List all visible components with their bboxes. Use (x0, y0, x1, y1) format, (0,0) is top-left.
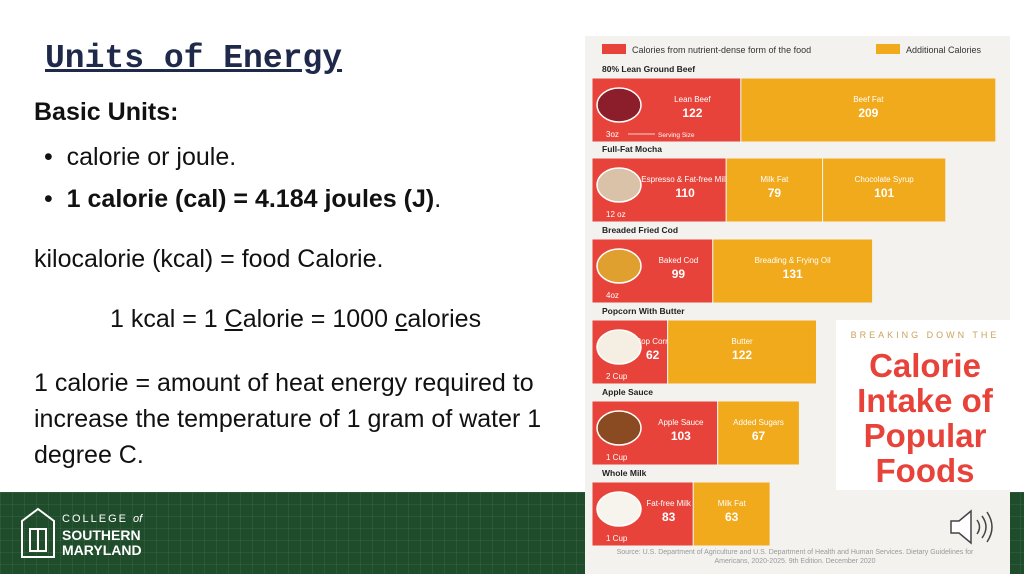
serving-size: 2 Cup (606, 372, 628, 381)
segment-value: 63 (725, 510, 739, 524)
legend-swatch (602, 44, 626, 54)
food-name: Whole Milk (602, 468, 647, 478)
headline: Calorie Intake of Popular Foods (857, 347, 993, 489)
bullet: • calorie or joule. (44, 143, 237, 171)
food-name: Full-Fat Mocha (602, 144, 662, 154)
food-name: 80% Lean Ground Beef (602, 64, 695, 74)
segment-value: 79 (768, 186, 782, 200)
logo-icon (21, 507, 55, 558)
serving-size: 12 oz (606, 210, 626, 219)
legend-label: Additional Calories (906, 45, 982, 55)
legend-swatch (876, 44, 900, 54)
definition: 1 calorie = amount of heat energy requir… (34, 369, 542, 469)
eq-part: C (224, 305, 243, 333)
eq-part: alories (407, 305, 482, 333)
segment-value: 209 (858, 106, 878, 120)
bar-segment (712, 238, 874, 304)
serving-note: Serving Size (658, 132, 695, 139)
headline-card: BREAKING DOWN THE Calorie Intake of Popu… (836, 320, 1014, 490)
speaker-icon (950, 509, 993, 545)
segment-value: 83 (662, 510, 676, 524)
eq-part: c (394, 305, 408, 333)
slide-title: Units of Energy (45, 40, 343, 77)
segment-value: 110 (675, 186, 695, 200)
segment-label: Breading & Frying Oil (755, 256, 831, 265)
bullet-text: calorie or joule. (66, 143, 237, 171)
logo-text: COLLEGE (62, 513, 128, 525)
segment-value: 122 (682, 106, 702, 120)
bar-segment (740, 77, 997, 143)
serving-size: 1 Cup (606, 534, 628, 543)
food-name: Popcorn With Butter (602, 306, 685, 316)
segment-label: Espresso & Fat-free Milk (641, 175, 730, 184)
segment-label: Milk Fat (760, 175, 789, 184)
food-image (596, 410, 642, 446)
serving-size: 4oz (606, 291, 619, 300)
segment-label: Milk Fat (718, 499, 747, 508)
logo-text: SOUTHERN (62, 527, 141, 543)
serving-size: 3oz (606, 130, 619, 139)
text-line: kilocalorie (kcal) = food Calorie. (34, 245, 384, 273)
segment-label: Butter (731, 337, 753, 346)
segment-label: Chocolate Syrup (855, 175, 915, 184)
segment-label: Fat-free Milk (646, 499, 691, 508)
segment-value: 131 (783, 267, 803, 281)
segment-label: Apple Sauce (658, 418, 704, 427)
bar-segment (667, 319, 817, 385)
food-image (596, 248, 642, 284)
food-name: Breaded Fried Cod (602, 225, 678, 235)
food-image (596, 491, 642, 527)
segment-label: Baked Cod (659, 256, 699, 265)
segment-value: 122 (732, 348, 752, 362)
food-name: Apple Sauce (602, 387, 653, 397)
kicker: BREAKING DOWN THE (850, 330, 1000, 340)
segment-label: Beef Fat (853, 95, 884, 104)
source: Source: U.S. Department of Agriculture a… (616, 549, 974, 565)
segment-value: 62 (646, 348, 660, 362)
bar-segment (717, 400, 800, 466)
bullet-text: 1 calorie (cal) = 4.184 joules (J) (66, 185, 435, 213)
logo-text: of (133, 513, 143, 525)
food-image (596, 329, 642, 365)
serving-size: 1 Cup (606, 453, 628, 462)
segment-value: 67 (752, 429, 766, 443)
logo: COLLEGE of SOUTHERN MARYLAND (20, 505, 180, 565)
segment-label: Lean Beef (674, 95, 711, 104)
food-image (596, 167, 642, 203)
subtitle: Basic Units: (34, 98, 179, 126)
logo-text: MARYLAND (62, 542, 142, 558)
logo-line: COLLEGE of (62, 513, 142, 525)
eq-part: 1 kcal = 1 (110, 305, 225, 333)
segment-label: Pop Corn (636, 337, 670, 346)
bar-segment (692, 481, 771, 547)
segment-value: 103 (671, 429, 691, 443)
bar-segment (822, 157, 947, 223)
segment-label: Added Sugars (733, 418, 784, 427)
segment-value: 99 (672, 267, 686, 281)
bullet: • 1 calorie (cal) = 4.184 joules (J). (44, 185, 442, 213)
equation: 1 kcal = 1 Calorie = 1000 calories (110, 305, 481, 334)
segment-value: 101 (874, 186, 894, 200)
bullet-text: . (434, 185, 442, 213)
food-image (596, 87, 642, 123)
legend-label: Calories from nutrient-dense form of the… (632, 45, 811, 55)
eq-part: alorie = 1000 (242, 305, 395, 333)
